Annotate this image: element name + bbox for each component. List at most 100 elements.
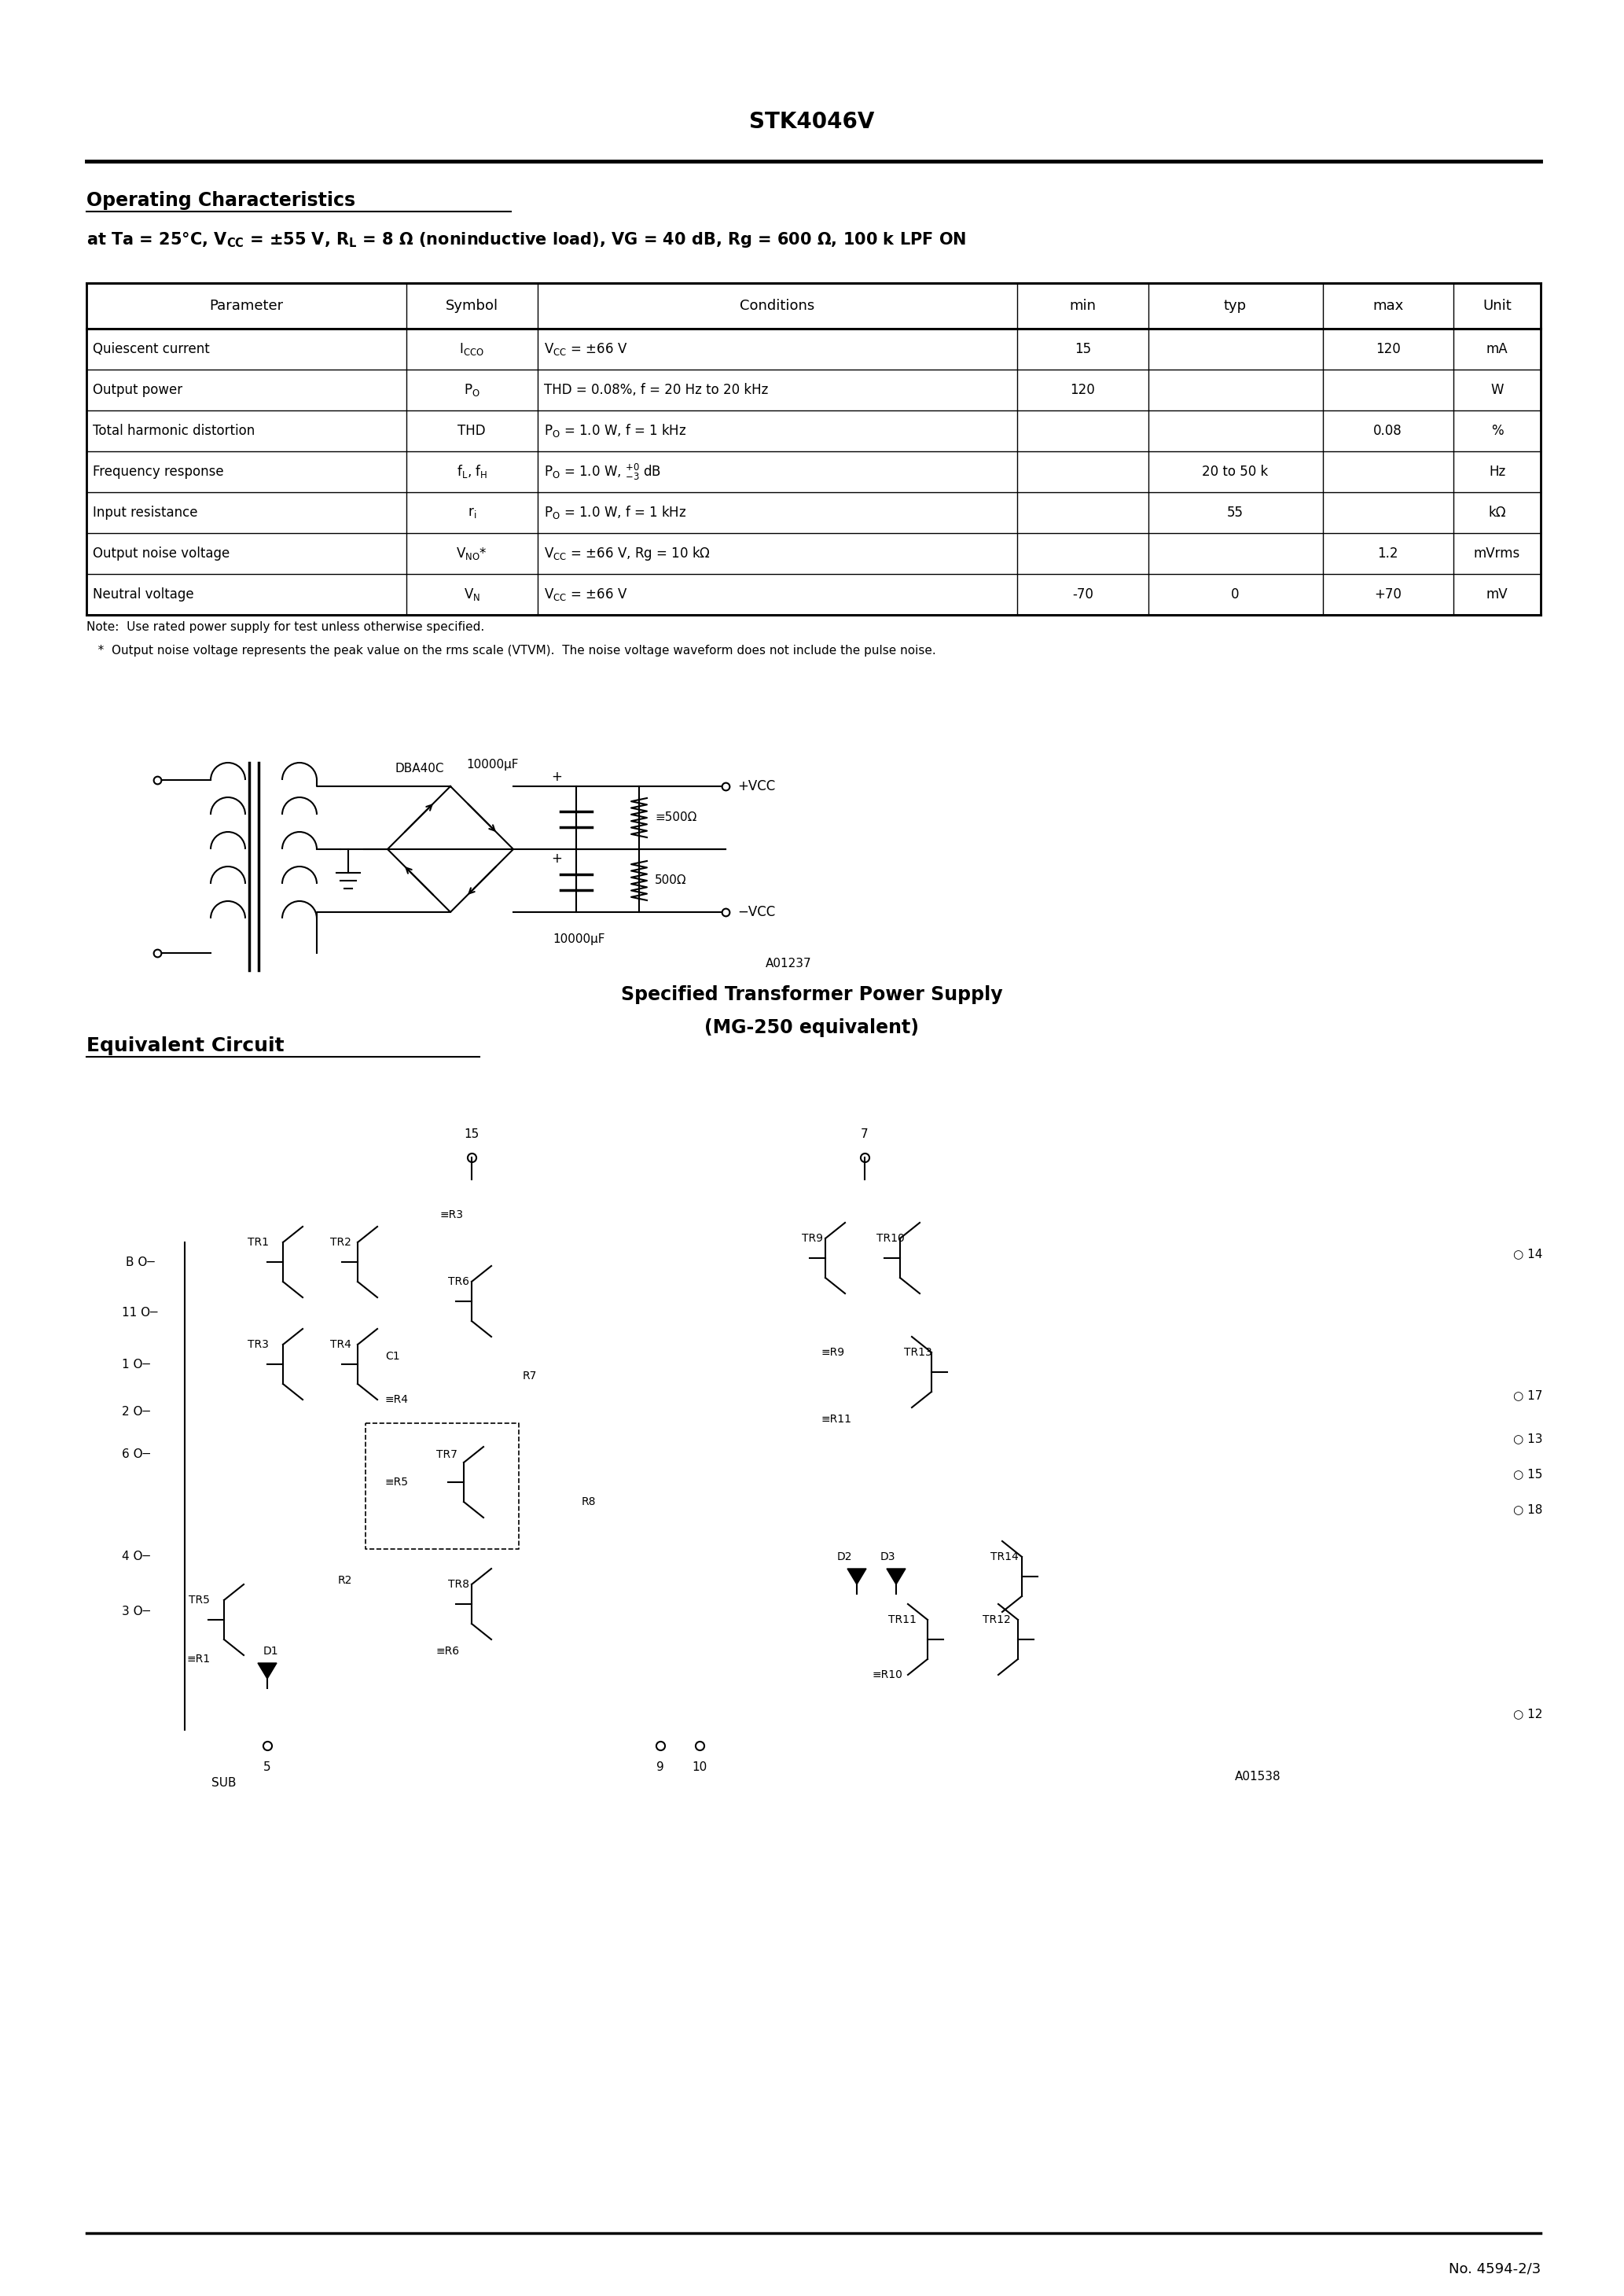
- Text: 1.2: 1.2: [1377, 546, 1398, 560]
- Text: +: +: [551, 769, 562, 783]
- Text: I$_\mathregular{CCO}$: I$_\mathregular{CCO}$: [460, 342, 484, 356]
- Text: 15: 15: [1075, 342, 1091, 356]
- Text: %: %: [1491, 425, 1504, 439]
- Text: Quiescent current: Quiescent current: [93, 342, 209, 356]
- Text: P$_\mathregular{O}$ = 1.0 W, f = 1 kHz: P$_\mathregular{O}$ = 1.0 W, f = 1 kHz: [544, 422, 687, 439]
- Text: mV: mV: [1486, 588, 1509, 602]
- Text: ≡R9: ≡R9: [822, 1348, 844, 1357]
- Text: W: W: [1491, 383, 1504, 397]
- Text: TR12: TR12: [983, 1614, 1010, 1626]
- Text: V$_\mathregular{CC}$ = ±66 V: V$_\mathregular{CC}$ = ±66 V: [544, 585, 627, 602]
- Text: P$_\mathregular{O}$ = 1.0 W, f = 1 kHz: P$_\mathregular{O}$ = 1.0 W, f = 1 kHz: [544, 505, 687, 521]
- Text: 1 O─: 1 O─: [122, 1359, 149, 1371]
- Text: f$_\mathregular{L}$, f$_\mathregular{H}$: f$_\mathregular{L}$, f$_\mathregular{H}$: [456, 464, 487, 480]
- Text: +VCC: +VCC: [737, 778, 775, 794]
- Text: 0: 0: [1231, 588, 1239, 602]
- Text: 11 O─: 11 O─: [122, 1306, 158, 1318]
- Text: mVrms: mVrms: [1473, 546, 1520, 560]
- Text: STK4046V: STK4046V: [749, 110, 875, 133]
- Text: ≡R11: ≡R11: [822, 1414, 853, 1426]
- Text: at Ta = 25°C, V$_\mathregular{CC}$ = ±55 V, R$_\mathregular{L}$ = 8 Ω (noninduct: at Ta = 25°C, V$_\mathregular{CC}$ = ±55…: [86, 230, 966, 250]
- Text: V$_\mathregular{N}$: V$_\mathregular{N}$: [463, 585, 481, 602]
- Text: DBA40C: DBA40C: [395, 762, 445, 776]
- Text: R8: R8: [581, 1497, 596, 1508]
- Text: ○ 17: ○ 17: [1514, 1389, 1543, 1401]
- Text: Input resistance: Input resistance: [93, 505, 198, 519]
- Text: mA: mA: [1486, 342, 1509, 356]
- Text: THD = 0.08%, f = 20 Hz to 20 kHz: THD = 0.08%, f = 20 Hz to 20 kHz: [544, 383, 768, 397]
- Text: 20 to 50 k: 20 to 50 k: [1202, 464, 1268, 480]
- Text: Equivalent Circuit: Equivalent Circuit: [86, 1035, 284, 1056]
- Text: B O─: B O─: [125, 1256, 154, 1267]
- Polygon shape: [258, 1662, 276, 1678]
- Text: Output noise voltage: Output noise voltage: [93, 546, 229, 560]
- Text: Note:  Use rated power supply for test unless otherwise specified.: Note: Use rated power supply for test un…: [86, 622, 484, 634]
- Text: Parameter: Parameter: [209, 298, 284, 312]
- Text: ≡R4: ≡R4: [385, 1394, 409, 1405]
- Text: V$_\mathregular{NO}$*: V$_\mathregular{NO}$*: [456, 546, 487, 563]
- Text: TR11: TR11: [888, 1614, 916, 1626]
- Text: D3: D3: [880, 1552, 896, 1561]
- Text: kΩ: kΩ: [1488, 505, 1505, 519]
- Text: max: max: [1372, 298, 1403, 312]
- Text: ≡500Ω: ≡500Ω: [654, 813, 697, 824]
- Polygon shape: [848, 1568, 866, 1584]
- Text: -70: -70: [1072, 588, 1093, 602]
- Text: Conditions: Conditions: [741, 298, 815, 312]
- Text: TR5: TR5: [188, 1596, 209, 1605]
- Text: ≡R5: ≡R5: [385, 1476, 409, 1488]
- Text: 10000µF: 10000µF: [466, 758, 518, 769]
- Text: ≡R10: ≡R10: [872, 1669, 903, 1681]
- Text: Operating Characteristics: Operating Characteristics: [86, 191, 356, 209]
- Text: *  Output noise voltage represents the peak value on the rms scale (VTVM).  The : * Output noise voltage represents the pe…: [86, 645, 935, 657]
- Text: 120: 120: [1376, 342, 1400, 356]
- Text: Frequency response: Frequency response: [93, 464, 224, 480]
- Text: SUB: SUB: [211, 1777, 237, 1789]
- Text: No. 4594-2/3: No. 4594-2/3: [1449, 2262, 1541, 2275]
- Text: 0.08: 0.08: [1374, 425, 1403, 439]
- Polygon shape: [887, 1568, 906, 1584]
- Text: TR13: TR13: [905, 1348, 932, 1357]
- Text: 4 O─: 4 O─: [122, 1552, 149, 1564]
- Text: ≡R3: ≡R3: [440, 1210, 464, 1221]
- Text: ○ 18: ○ 18: [1514, 1504, 1543, 1515]
- Text: 55: 55: [1228, 505, 1244, 519]
- Text: D1: D1: [263, 1646, 279, 1658]
- Text: 15: 15: [464, 1127, 479, 1141]
- Text: C1: C1: [385, 1350, 400, 1362]
- Text: Symbol: Symbol: [445, 298, 499, 312]
- Text: ≡R6: ≡R6: [437, 1646, 460, 1658]
- Text: 500Ω: 500Ω: [654, 875, 687, 886]
- Text: R7: R7: [523, 1371, 538, 1382]
- Text: ○ 14: ○ 14: [1514, 1249, 1543, 1261]
- Text: ○ 15: ○ 15: [1514, 1469, 1543, 1481]
- Text: Output power: Output power: [93, 383, 182, 397]
- Text: ○ 13: ○ 13: [1514, 1433, 1543, 1444]
- Text: −VCC: −VCC: [737, 905, 775, 918]
- Text: TR2: TR2: [330, 1238, 351, 1247]
- Text: Specified Transformer Power Supply: Specified Transformer Power Supply: [620, 985, 1004, 1003]
- Text: 120: 120: [1070, 383, 1095, 397]
- Text: Hz: Hz: [1489, 464, 1505, 480]
- Text: typ: typ: [1224, 298, 1247, 312]
- Text: TR10: TR10: [877, 1233, 905, 1244]
- Text: D2: D2: [836, 1552, 853, 1561]
- Text: P$_\mathregular{O}$: P$_\mathregular{O}$: [464, 381, 481, 397]
- Text: TR6: TR6: [448, 1277, 469, 1288]
- Text: 9: 9: [656, 1761, 664, 1773]
- Text: TR3: TR3: [247, 1339, 268, 1350]
- Text: ○ 12: ○ 12: [1514, 1708, 1543, 1720]
- Text: min: min: [1069, 298, 1096, 312]
- Text: THD: THD: [458, 425, 486, 439]
- Text: R2: R2: [338, 1575, 352, 1587]
- Text: V$_\mathregular{CC}$ = ±66 V: V$_\mathregular{CC}$ = ±66 V: [544, 342, 627, 356]
- Text: A01538: A01538: [1234, 1770, 1281, 1784]
- Text: 7: 7: [861, 1127, 869, 1141]
- Text: ≡R1: ≡R1: [187, 1653, 211, 1665]
- Text: Unit: Unit: [1483, 298, 1512, 312]
- Text: P$_\mathregular{O}$ = 1.0 W, $^{+0}_{-3}$ dB: P$_\mathregular{O}$ = 1.0 W, $^{+0}_{-3}…: [544, 461, 661, 482]
- Bar: [86, 282, 1541, 615]
- Text: TR7: TR7: [437, 1449, 458, 1460]
- Text: 5: 5: [263, 1761, 271, 1773]
- Text: 6 O─: 6 O─: [122, 1449, 149, 1460]
